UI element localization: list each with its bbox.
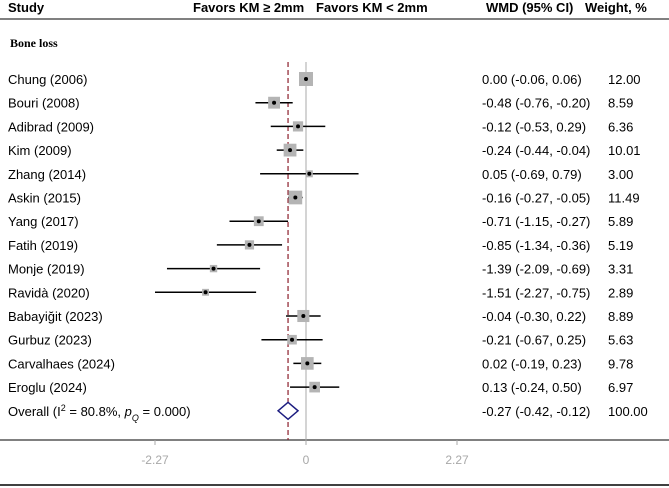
- point-estimate: [305, 361, 310, 366]
- point-estimate: [312, 385, 317, 390]
- point-estimate: [288, 148, 293, 153]
- axis-tick-label: 2.27: [445, 453, 469, 467]
- point-estimate: [304, 77, 308, 81]
- study-label: Monje (2019): [8, 262, 85, 277]
- study-label: Bouri (2008): [8, 96, 80, 111]
- weight-value: 3.31: [608, 262, 633, 277]
- weight-value: 3.00: [608, 167, 633, 182]
- overall-label-part: Overall (I: [8, 404, 61, 419]
- axis-tick-label: -2.27: [141, 453, 169, 467]
- point-estimate: [211, 266, 216, 271]
- point-estimate: [307, 171, 312, 176]
- weight-value: 10.01: [608, 143, 641, 158]
- point-estimate: [293, 195, 298, 200]
- study-label: Eroglu (2024): [8, 380, 87, 395]
- column-header-wmd: WMD (95% CI): [486, 0, 573, 15]
- study-label: Chung (2006): [8, 72, 88, 87]
- axis-layer: -2.27 0 2.27: [141, 440, 469, 467]
- study-label: Ravidà (2020): [8, 285, 90, 300]
- header-favors-left: Favors KM ≥ 2mm: [193, 0, 304, 15]
- ci-value: 0.13 (-0.24, 0.50): [482, 380, 582, 395]
- study-label: Fatih (2019): [8, 238, 78, 253]
- ci-value: -0.85 (-1.34, -0.36): [482, 238, 590, 253]
- ci-value: -0.16 (-0.27, -0.05): [482, 191, 590, 206]
- point-estimate: [296, 124, 301, 129]
- study-label: Zhang (2014): [8, 167, 86, 182]
- header-layer: Study Favors KM ≥ 2mm Favors KM < 2mm WMD (…: [8, 0, 647, 50]
- weight-value: 5.63: [608, 333, 633, 348]
- weight-value: 9.78: [608, 356, 633, 371]
- study-label: Gurbuz (2023): [8, 333, 92, 348]
- ci-value: 0.05 (-0.69, 0.79): [482, 167, 582, 182]
- grid-layer: [0, 18, 669, 486]
- overall-weight-value: 100.00: [608, 404, 648, 419]
- ci-value: -0.24 (-0.44, -0.04): [482, 143, 590, 158]
- point-estimate: [247, 242, 252, 247]
- axis-tick-label: 0: [303, 453, 310, 467]
- weight-value: 2.89: [608, 285, 633, 300]
- overall-label: Overall (I2 = 80.8%, pQ = 0.000): [8, 403, 191, 423]
- overall-label-part: 2: [61, 403, 66, 413]
- point-estimate: [290, 337, 295, 342]
- weight-value: 8.59: [608, 96, 633, 111]
- ci-value: 0.00 (-0.06, 0.06): [482, 72, 582, 87]
- study-label: Yang (2017): [8, 214, 79, 229]
- ci-value: -0.12 (-0.53, 0.29): [482, 119, 586, 134]
- overall-ci-value: -0.27 (-0.42, -0.12): [482, 404, 590, 419]
- weight-value: 11.49: [608, 191, 640, 206]
- point-estimate: [272, 100, 277, 105]
- column-header-weight: Weight, %: [585, 0, 647, 15]
- overall-diamond: [276, 401, 300, 421]
- header-favors-right: Favors KM < 2mm: [316, 0, 428, 15]
- point-estimate: [256, 219, 261, 224]
- point-estimate: [301, 314, 306, 318]
- study-label: Adibrad (2009): [8, 119, 94, 134]
- overall-label-part: p: [124, 404, 132, 419]
- ci-value: -0.71 (-1.15, -0.27): [482, 214, 590, 229]
- overall-label-part: = 0.000): [139, 404, 191, 419]
- overall-label-part: = 80.8%,: [66, 404, 125, 419]
- rows-layer: Chung (2006) 0.00 (-0.06, 0.06) 12.00 Bouri…: [8, 72, 648, 423]
- ci-value: -0.04 (-0.30, 0.22): [482, 309, 586, 324]
- ci-value: -0.48 (-0.76, -0.20): [482, 96, 590, 111]
- subgroup-label: Bone loss: [10, 36, 58, 50]
- weight-value: 5.19: [608, 238, 633, 253]
- weight-value: 6.36: [608, 119, 633, 134]
- ci-value: -1.51 (-2.27, -0.75): [482, 285, 590, 300]
- overall-label-part: Q: [132, 413, 139, 423]
- weight-value: 5.89: [608, 214, 633, 229]
- ci-value: 0.02 (-0.19, 0.23): [482, 356, 582, 371]
- study-label: Babayiğit (2023): [8, 309, 103, 324]
- weight-value: 8.89: [608, 309, 633, 324]
- weight-value: 6.97: [608, 380, 633, 395]
- weight-value: 12.00: [608, 72, 641, 87]
- ci-value: -1.39 (-2.09, -0.69): [482, 262, 590, 277]
- study-label: Carvalhaes (2024): [8, 356, 115, 371]
- study-label: Askin (2015): [8, 191, 81, 206]
- point-estimate: [203, 290, 208, 295]
- study-label: Kim (2009): [8, 143, 72, 158]
- column-header-study: Study: [8, 0, 45, 15]
- ci-value: -0.21 (-0.67, 0.25): [482, 333, 586, 348]
